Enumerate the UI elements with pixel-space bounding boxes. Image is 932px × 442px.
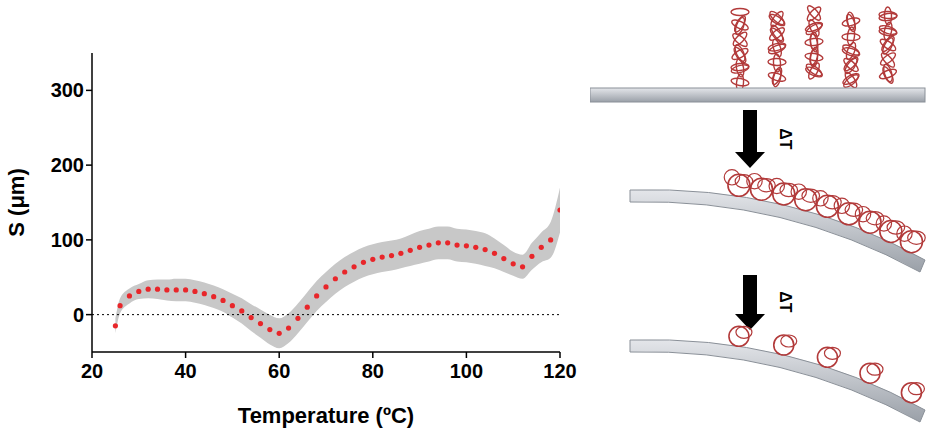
svg-text:200: 200 [51, 154, 84, 176]
svg-text:120: 120 [543, 360, 576, 382]
svg-text:80: 80 [362, 360, 384, 382]
svg-text:ΔT: ΔT [777, 128, 794, 150]
svg-text:300: 300 [51, 79, 84, 101]
svg-text:60: 60 [268, 360, 290, 382]
svg-text:0: 0 [73, 304, 84, 326]
svg-text:ΔT: ΔT [777, 291, 794, 313]
svg-text:40: 40 [174, 360, 196, 382]
svg-text:Temperature (ºC): Temperature (ºC) [238, 403, 414, 428]
svg-text:100: 100 [51, 229, 84, 251]
svg-text:20: 20 [81, 360, 103, 382]
svg-text:S (μm): S (μm) [4, 168, 29, 236]
svg-text:100: 100 [450, 360, 483, 382]
